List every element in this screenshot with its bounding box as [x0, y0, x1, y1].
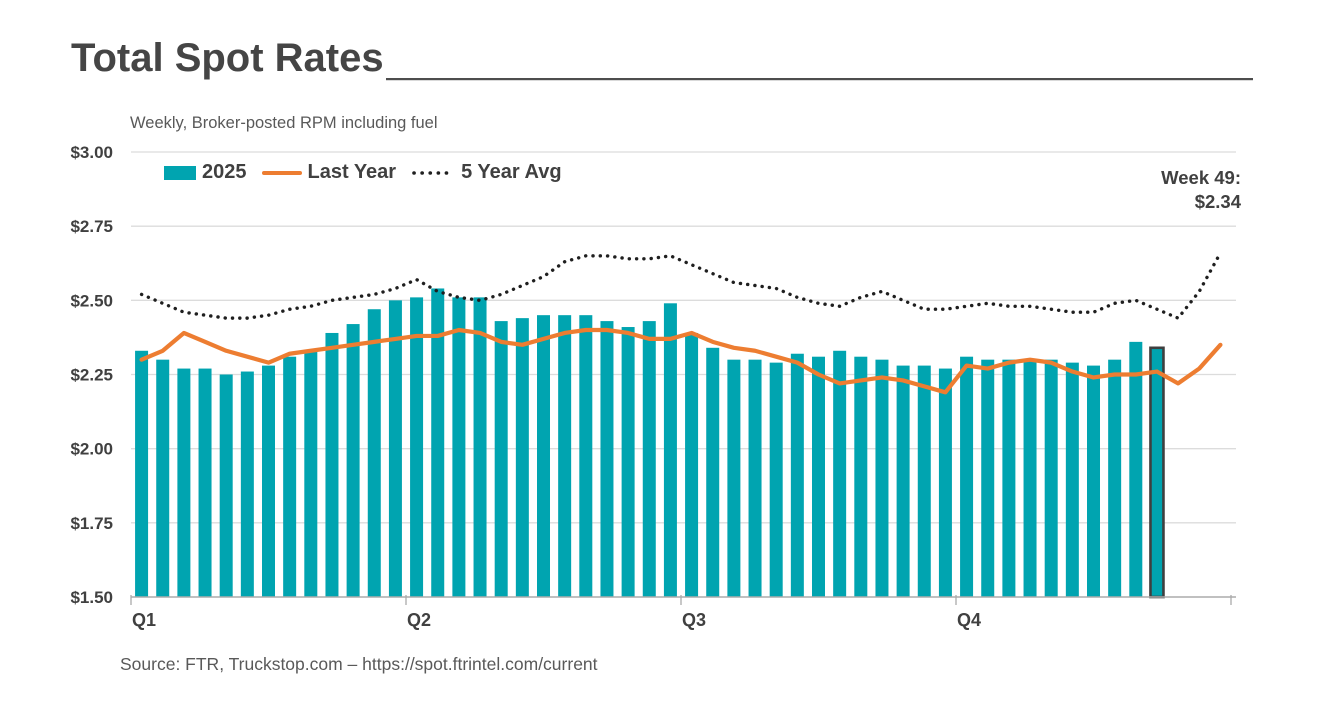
week-bar [452, 297, 466, 597]
week-bar [938, 368, 952, 597]
week-bar [1065, 362, 1079, 597]
dotted-swatch-icon [412, 170, 456, 175]
week-bar [833, 350, 847, 597]
last-year-line [139, 327, 1223, 395]
week-bar [177, 368, 191, 597]
week-bar [663, 303, 677, 597]
week-bar [896, 365, 910, 597]
legend-item-5-year-avg: 5 Year Avg [411, 161, 562, 184]
week-callout: Week 49: $2.34 [1161, 166, 1241, 214]
quarter-label: Q2 [407, 610, 431, 630]
week-bar [621, 327, 635, 597]
title-underline [386, 78, 1253, 80]
week-bar [262, 365, 275, 597]
week-bar [812, 356, 825, 597]
week-bar [790, 353, 804, 597]
week-bar [981, 359, 995, 597]
legend-item-last-year: Last Year [261, 161, 397, 184]
page-title: Total Spot Rates [71, 36, 384, 80]
week-bar [706, 347, 720, 597]
week-bar [769, 362, 783, 597]
y-axis-labels: $3.00 $2.75 $2.50 $2.25 $2.00 $1.75 $1.50 [70, 143, 113, 607]
week-bar [748, 359, 762, 597]
week-bar [875, 359, 889, 597]
week-bar [346, 324, 360, 597]
week-bar [283, 356, 297, 597]
week-bar [219, 374, 233, 597]
bar-swatch-icon [164, 165, 196, 180]
week-bar [537, 315, 550, 597]
y-tick-label: $1.50 [70, 588, 113, 607]
week-bar [410, 297, 424, 597]
legend-label-last-year: Last Year [307, 161, 397, 183]
week-bar [367, 309, 381, 597]
week-bar [1108, 359, 1122, 597]
y-tick-label: $2.75 [70, 217, 113, 236]
quarter-label: Q3 [682, 610, 706, 630]
week-bar [494, 321, 508, 597]
week-bar [1002, 359, 1016, 597]
week-bar [960, 356, 974, 597]
chart-subtitle: Weekly, Broker-posted RPM including fuel [130, 114, 438, 132]
week-bar [600, 321, 614, 597]
x-axis: Q1 Q2 Q3 Q4 [130, 595, 1236, 630]
legend: 2025 Last Year 5 Year Avg [164, 161, 562, 184]
week-bar [1044, 359, 1058, 597]
y-tick-label: $3.00 [70, 143, 113, 162]
week-bar [156, 359, 170, 597]
quarter-label: Q1 [132, 610, 156, 630]
quarter-label: Q4 [957, 610, 981, 630]
week-bar [388, 300, 402, 597]
week-bar [1023, 359, 1037, 597]
week-bar [135, 350, 149, 597]
week-bar [304, 350, 318, 597]
week-callout-label: Week 49: [1161, 167, 1241, 188]
five-year-avg-line [139, 251, 1223, 321]
legend-label-5-year-avg: 5 Year Avg [461, 161, 562, 183]
week-bar [515, 318, 529, 597]
legend-item-2025: 2025 [164, 161, 247, 184]
bars-2025 [135, 288, 1165, 599]
week-bar [431, 288, 445, 597]
week-bar [854, 356, 868, 597]
week-bar [727, 359, 741, 597]
y-tick-label: $2.00 [70, 440, 113, 459]
week-callout-value: $2.34 [1194, 191, 1241, 212]
y-tick-label: $1.75 [70, 514, 113, 533]
y-tick-label: $2.25 [70, 366, 113, 385]
source-note: Source: FTR, Truckstop.com – https://spo… [120, 654, 598, 674]
legend-label-2025: 2025 [202, 161, 247, 183]
line-swatch-icon [261, 170, 302, 175]
week-bar [240, 371, 254, 597]
week-bar [198, 368, 212, 597]
week-bar [473, 297, 487, 597]
week-bar [1129, 341, 1143, 597]
week-bar [685, 332, 699, 597]
week-bar [642, 321, 656, 597]
week-bar [579, 315, 593, 597]
week-bar [1087, 365, 1100, 597]
week-bar [558, 315, 572, 597]
week-bar [325, 332, 339, 597]
y-tick-label: $2.50 [70, 291, 113, 310]
week-bar [917, 365, 931, 597]
highlighted-week-bar [1149, 346, 1165, 599]
